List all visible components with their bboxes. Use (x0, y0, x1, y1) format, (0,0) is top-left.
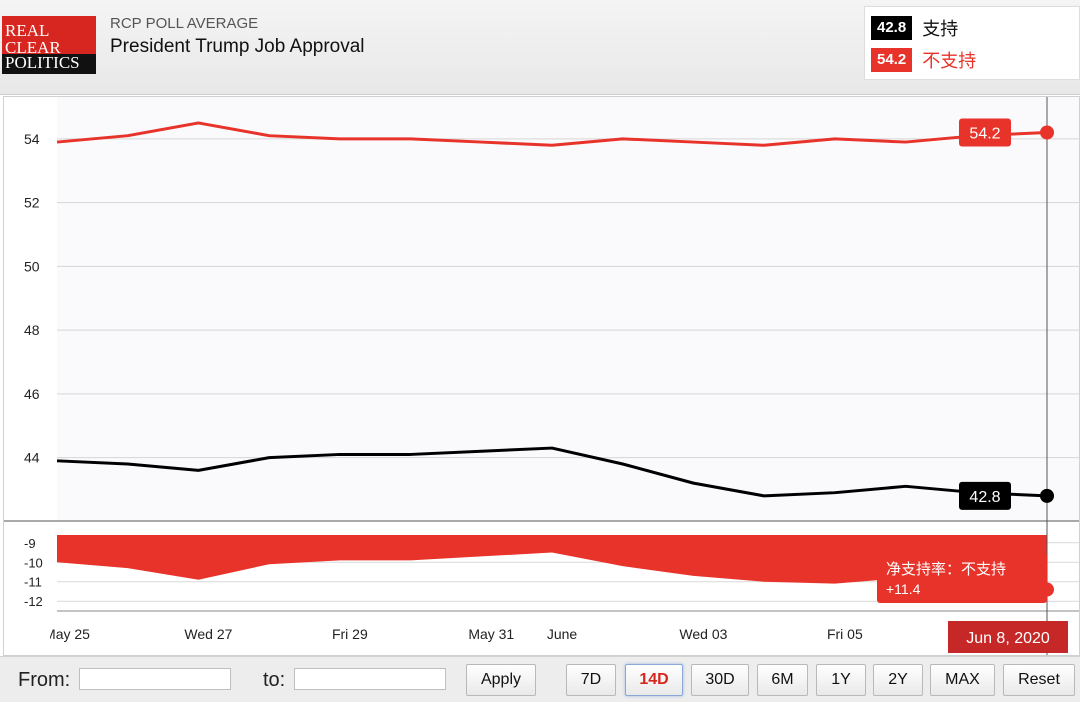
x-tick-label: Wed 27 (184, 626, 232, 642)
range-30d-button[interactable]: 30D (691, 664, 749, 696)
y-tick-label: 48 (24, 322, 40, 338)
range-14d-button[interactable]: 14D (625, 664, 683, 696)
chart-supertitle: RCP POLL AVERAGE (110, 15, 259, 32)
net-tooltip-box (877, 553, 1047, 603)
from-label: From: (18, 669, 71, 691)
approve-line (56, 446, 1048, 498)
approve-end-label: 42.8 (969, 489, 1000, 506)
range-6m-button[interactable]: 6M (757, 664, 808, 696)
reset-button[interactable]: Reset (1003, 664, 1075, 696)
y-tick-label: 46 (24, 386, 40, 402)
x-tick-label: May 31 (468, 626, 514, 642)
date-badge (948, 621, 1068, 653)
disapprove-line (56, 121, 1048, 147)
net-y-tick-label: -9 (24, 536, 36, 551)
net-y-tick-label: -11 (24, 575, 42, 590)
apply-button[interactable]: Apply (466, 664, 536, 696)
to-date-input[interactable] (294, 668, 446, 690)
x-tick-label: Wed 03 (679, 626, 727, 642)
logo-line-3: POLITICS (2, 54, 96, 74)
date-range-toolbar: From: to: Apply 7D 14D 30D 6M 1Y 2Y MAX … (0, 656, 1080, 702)
x-tick-label: Fri 05 (827, 626, 863, 642)
logo-line-1: REAL (5, 21, 50, 40)
range-max-button[interactable]: MAX (930, 664, 995, 696)
disapprove-endpoint (1040, 125, 1054, 140)
legend-disapprove-value: 54.2 (871, 48, 913, 72)
approve-end-badge (959, 481, 1011, 510)
legend-disapprove[interactable]: 54.2 不支持 (871, 48, 976, 72)
from-date-input[interactable] (79, 668, 231, 690)
legend-approve-label: 支持 (922, 19, 959, 39)
disapprove-end-badge (959, 118, 1011, 147)
range-1y-button[interactable]: 1Y (816, 664, 866, 696)
chart-area: 44 46 48 50 52 54 -9 -10 -11 -12 54.2 42.8 净支持率：不支持 +… (3, 96, 1080, 656)
y-tick-label: 44 (24, 450, 40, 466)
range-2y-button[interactable]: 2Y (873, 664, 923, 696)
chart-title: President Trump Job Approval (110, 36, 365, 57)
net-tooltip-label: 净支持率：不支持 (886, 560, 1006, 578)
logo-line-2: CLEAR (5, 38, 61, 57)
date-badge-label: Jun 8, 2020 (966, 630, 1050, 647)
net-y-tick-label: -12 (24, 594, 43, 609)
y-tick-label: 52 (24, 195, 40, 211)
legend-approve[interactable]: 42.8 支持 (871, 16, 958, 40)
x-tick-label: May 25 (44, 626, 90, 642)
y-tick-label: 50 (24, 258, 40, 274)
chart-svg[interactable]: 44 46 48 50 52 54 -9 -10 -11 -12 54.2 42.8 净支持率：不支持 +… (4, 97, 1079, 655)
x-label-clip-mask (4, 623, 50, 645)
disapprove-end-label: 54.2 (969, 126, 1000, 143)
legend-disapprove-label: 不支持 (922, 51, 977, 71)
header: REAL CLEAR POLITICS RCP POLL AVERAGE Pre… (0, 0, 1080, 95)
legend: 42.8 支持 54.2 不支持 (864, 6, 1080, 80)
net-tooltip-value: +11.4 (886, 581, 921, 597)
legend-approve-value: 42.8 (871, 16, 913, 40)
range-7d-button[interactable]: 7D (566, 664, 616, 696)
net-y-tick-label: -10 (24, 555, 43, 570)
y-tick-label: 54 (24, 131, 40, 147)
x-tick-label: June (547, 626, 578, 642)
x-tick-label: Fri 29 (332, 626, 368, 642)
net-approval-area (57, 535, 1047, 590)
rcp-logo[interactable]: REAL CLEAR POLITICS (2, 16, 96, 74)
approve-endpoint (1040, 488, 1054, 503)
to-label: to: (263, 669, 286, 691)
